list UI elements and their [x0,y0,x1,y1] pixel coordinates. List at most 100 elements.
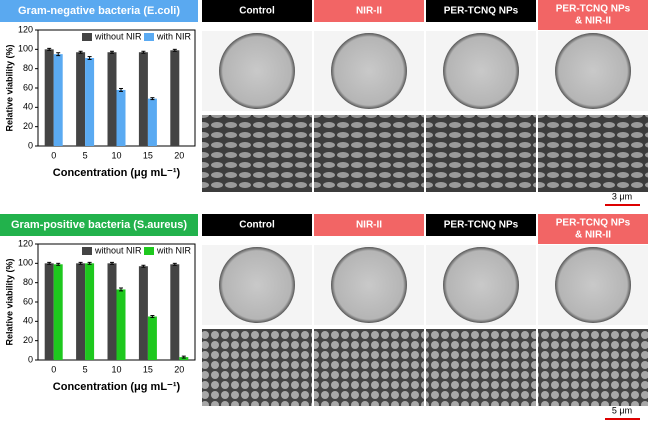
dish-image [443,33,519,109]
title-box [0,0,198,22]
x-tick-label: 0 [51,364,56,374]
bar [44,263,54,360]
y-tick-label: 80 [23,277,33,287]
legend-label: without NIR [94,245,142,255]
y-tick-label: 0 [28,354,33,364]
x-axis-title: Concentration (μg mL⁻¹) [53,381,181,393]
y-tick-label: 40 [23,316,33,326]
bar [116,89,126,146]
x-tick-label: 10 [111,364,121,374]
sem-image [202,329,312,406]
legend-swatch [144,247,154,255]
column-header [314,0,424,22]
column-header-text: PER-TCNQ NPs [556,218,631,229]
bar [107,263,117,360]
x-tick-label: 20 [174,364,184,374]
error-bar [56,52,61,57]
x-axis-title: Concentration (μg mL⁻¹) [53,167,181,179]
error-bar [78,50,83,54]
scale-bar-label: 5 μm [612,405,632,415]
dish-image [219,247,295,323]
error-bar [110,261,114,265]
legend-swatch [82,33,92,41]
column-header [202,0,312,22]
dish-image [555,247,631,323]
bar [85,58,95,146]
y-axis-title: Relative viability (%) [4,44,14,131]
sem-image [314,115,424,192]
bar [44,49,54,147]
x-tick-label: 15 [143,150,153,160]
error-bar [87,261,92,265]
column-header [538,0,648,30]
column-header-text: Control [239,6,275,17]
column-header-text: PER-TCNQ NPs [444,6,519,17]
y-tick-label: 40 [23,102,33,112]
bar [147,98,157,146]
legend-label: without NIR [94,31,142,41]
dish-image [443,247,519,323]
dish-image [331,33,407,109]
y-tick-label: 60 [23,296,33,306]
bar [85,263,95,360]
y-tick-label: 120 [18,24,33,34]
dish-image [219,33,295,109]
column-header-text: NIR-II [356,220,382,231]
chart-title: Gram-positive bacteria (S.aureus) [11,219,187,231]
y-tick-label: 60 [23,82,33,92]
error-bar [119,87,123,92]
y-axis-title: Relative viability (%) [4,258,14,345]
y-tick-label: 100 [18,44,33,54]
x-tick-label: 5 [83,150,88,160]
error-bar [47,47,52,51]
legend-swatch [144,33,154,41]
legend-label: with NIR [156,31,192,41]
column-header-text: & NIR-II [575,16,611,27]
column-header [426,0,536,22]
sem-image [426,115,536,192]
sem-image [538,115,648,192]
error-bar [150,315,155,318]
dish-image [331,247,407,323]
dish-image [555,33,631,109]
column-header-text: Control [239,220,275,231]
bar [170,50,180,146]
x-tick-label: 15 [143,364,153,374]
column-header-text: NIR-II [356,6,382,17]
x-tick-label: 10 [111,150,121,160]
legend-swatch [82,247,92,255]
column-header-text: PER-TCNQ NPs [444,220,519,231]
error-bar [150,97,155,101]
error-bar [172,48,177,52]
column-header [314,214,424,236]
bar [53,54,63,146]
column-header [202,214,312,236]
bar [138,266,148,360]
error-bar [141,264,146,268]
y-tick-label: 120 [18,238,33,248]
scale-bar-label: 3 μm [612,191,632,201]
sem-image [426,329,536,406]
x-tick-label: 0 [51,150,56,160]
chart-title: Gram-negative bacteria (E.coli) [18,5,180,17]
legend-label: with NIR [156,245,192,255]
bar [76,263,86,360]
error-bar [141,50,146,54]
column-header [538,214,648,244]
y-tick-label: 20 [23,335,33,345]
sem-image [314,329,424,406]
bar [116,289,126,360]
bar [107,52,117,146]
column-header-text: & NIR-II [575,230,611,241]
y-tick-label: 100 [18,258,33,268]
title-box [0,214,198,236]
error-bar [172,262,177,266]
bar [170,264,180,360]
column-header [426,214,536,236]
sem-image [202,115,312,192]
error-bar [56,262,61,266]
bar [147,316,157,360]
bar [138,52,148,146]
bar [76,52,86,146]
